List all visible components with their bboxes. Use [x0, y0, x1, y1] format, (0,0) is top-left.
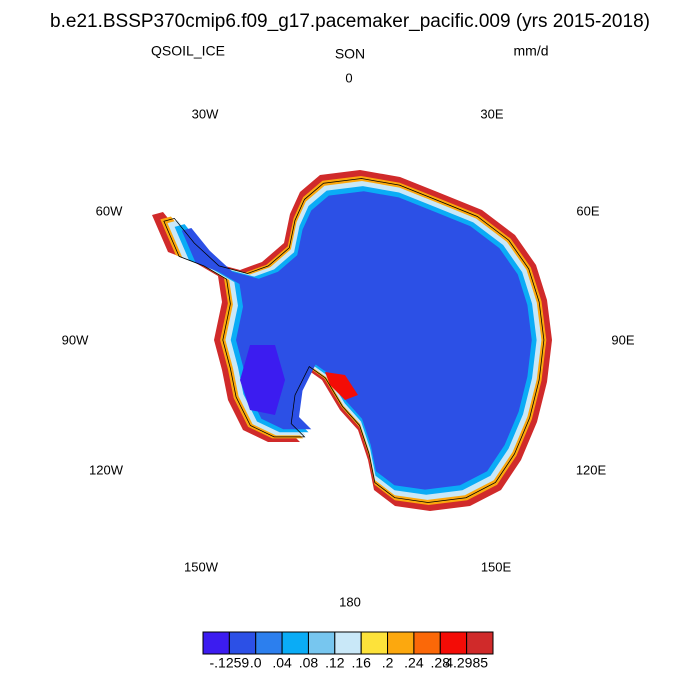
colorbar-label: .28 [431, 655, 451, 671]
colorbar-box [255, 631, 283, 655]
colorbar-box [413, 631, 441, 655]
longitude-label: 90E [611, 332, 634, 347]
colorbar-label: .24 [404, 655, 424, 671]
units: mm/d [514, 43, 549, 59]
colorbar-box [439, 631, 468, 655]
longitude-label: 30W [192, 106, 219, 121]
colorbar-label: 4.2985 [445, 655, 488, 671]
longitude-label: 150W [184, 559, 219, 574]
map [152, 170, 552, 511]
season: SON [335, 46, 365, 62]
colorbar-label: .16 [351, 655, 371, 671]
colorbar-label: .0 [250, 655, 262, 671]
colorbar-box [466, 631, 494, 655]
colorbar-box [360, 631, 389, 655]
longitude-label: 150E [481, 559, 512, 574]
colorbar-box [307, 631, 336, 655]
colorbar-box [228, 631, 257, 655]
longitude-label: 60W [96, 203, 123, 218]
title: b.e21.BSSP370cmip6.f09_g17.pacemaker_pac… [50, 11, 650, 32]
longitude-label: 90W [62, 332, 89, 347]
ice-patch [325, 372, 358, 400]
ice-patch [240, 345, 285, 415]
variable: QSOIL_ICE [151, 43, 225, 59]
colorbar-label: .12 [325, 655, 345, 671]
colorbar-label: -.1259 [210, 655, 250, 671]
colorbar: -.1259.0 .04 .08 .12 .16 .2 .24 .284.2985 [202, 631, 494, 671]
colorbar-box [387, 631, 415, 655]
longitude-label: 0 [345, 70, 352, 85]
longitude-label: 30E [480, 106, 503, 121]
longitude-label: 60E [576, 203, 599, 218]
colorbar-label: .08 [299, 655, 319, 671]
colorbar-label: .04 [272, 655, 292, 671]
longitude-labels: 0 30E 60E 90E 120E 150E 180 150W 120W 90W 60W 30W [62, 70, 635, 609]
colorbar-label: .2 [382, 655, 394, 671]
colorbar-box [202, 631, 230, 655]
colorbar-box [334, 631, 362, 655]
longitude-label: 120W [89, 462, 124, 477]
longitude-label: 180 [339, 594, 361, 609]
colorbar-box [281, 631, 309, 655]
longitude-label: 120E [576, 462, 607, 477]
